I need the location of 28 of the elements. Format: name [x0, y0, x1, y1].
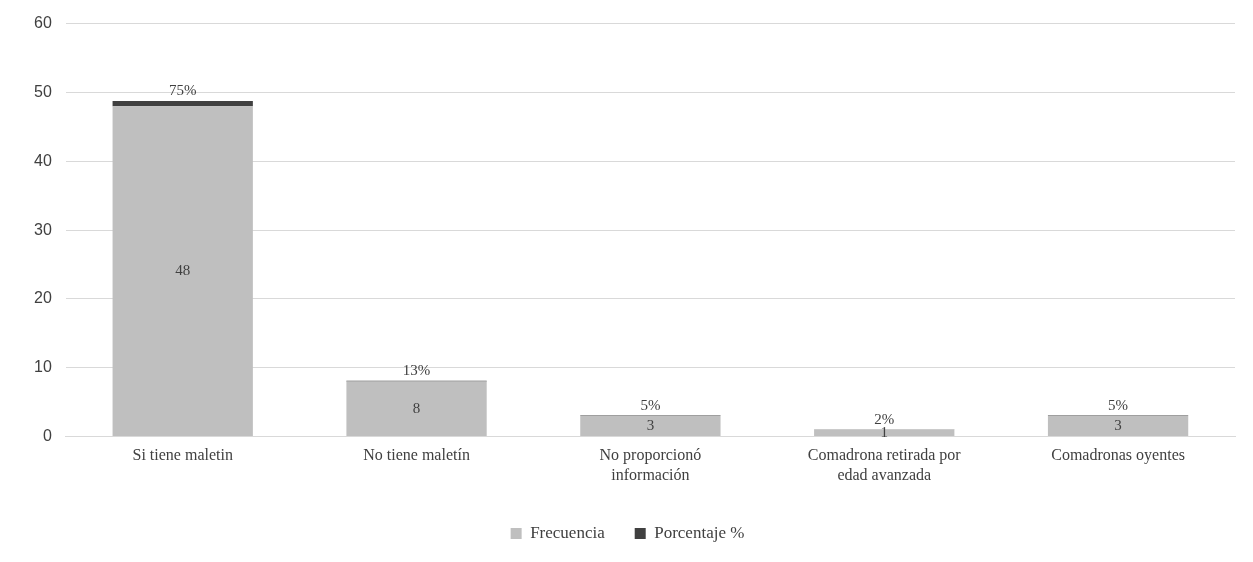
bar [112, 106, 253, 437]
bar [1047, 415, 1189, 437]
y-tick-label: 0 [42, 427, 52, 445]
data-label: 3 [1114, 416, 1122, 433]
x-tick-label: Comadronas oyentes [1051, 446, 1185, 465]
y-tick-label: 40 [34, 151, 52, 169]
x-tick-label: No proporcionó información [599, 446, 702, 483]
y-tick-label: 60 [34, 14, 52, 32]
bar [814, 429, 955, 437]
bar [346, 381, 487, 437]
x-tick-label: Si tiene maletin [132, 446, 233, 464]
data-label: 8 [412, 399, 421, 416]
y-tick-label: 30 [34, 220, 52, 238]
legend-label: Frecuencia [530, 522, 606, 542]
data-label: 13% [402, 362, 431, 379]
x-tick-label: No tiene maletín [363, 446, 470, 464]
bar [112, 101, 253, 107]
legend-label: Porcentaje % [654, 522, 745, 542]
data-label: 48 [175, 262, 191, 279]
y-tick-label: 20 [34, 289, 52, 307]
data-label: 3 [646, 416, 655, 433]
bar [580, 415, 721, 437]
data-label: 5% [640, 397, 661, 414]
x-tick-label: Comadrona retirada por edad avanzada [807, 446, 962, 483]
y-tick-label: 10 [34, 358, 52, 376]
y-tick-label: 50 [34, 82, 52, 100]
data-label: 5% [1108, 397, 1129, 414]
data-label: 75% [168, 82, 197, 99]
